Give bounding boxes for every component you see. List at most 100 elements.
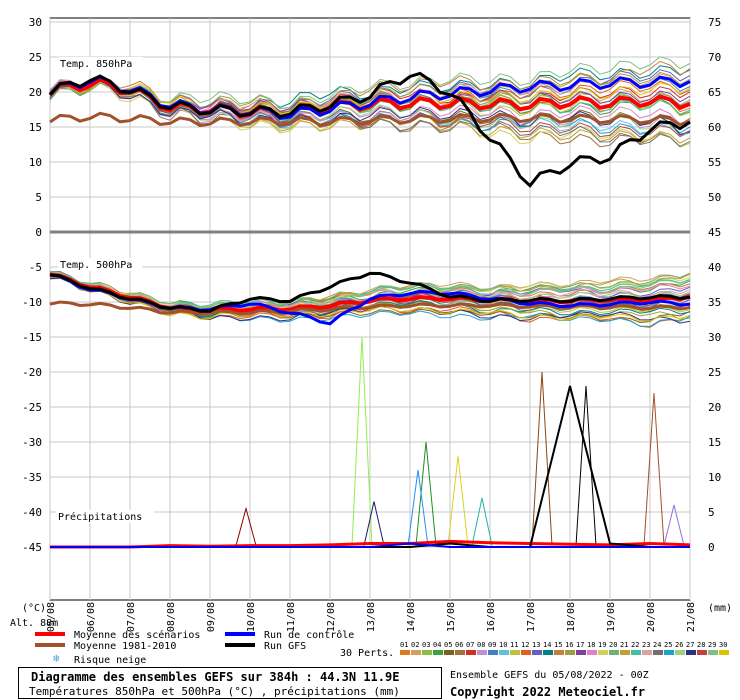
x-tick-label: 06/08: [86, 602, 97, 632]
footer-title: Diagramme des ensembles GEFS sur 384h : …: [31, 670, 400, 684]
pert-color-swatch: [554, 650, 564, 655]
y-tick-left-500: -5: [29, 261, 42, 274]
pert-number: 24: [653, 641, 661, 649]
x-tick-label: 05/08: [46, 602, 57, 632]
panel-label: Temp. 850hPa: [60, 59, 132, 70]
footer-subtitle: Températures 850hPa et 500hPa (°C) , pré…: [29, 685, 400, 698]
precip-perturbation-peak: [235, 506, 257, 546]
x-tick-label: 19/08: [606, 602, 617, 632]
panel-label-bg: [58, 258, 143, 271]
y-tick-left-500: -10: [22, 296, 42, 309]
y-tick-right-precip: 25: [708, 366, 721, 379]
precip-ensemble: [235, 336, 685, 546]
legend-label: Run GFS: [264, 641, 306, 652]
pert-number: 05: [444, 641, 452, 649]
pert-number: 06: [455, 641, 463, 649]
y-tick-right-850: 60: [708, 121, 721, 134]
y-tick-left-500: -25: [22, 401, 42, 414]
pert-color-swatch: [466, 650, 476, 655]
pert-color-swatch: [565, 650, 575, 655]
pert-color-swatch: [411, 650, 421, 655]
y2-unit-label: (mm): [708, 603, 732, 614]
y-tick-left-500: -45: [22, 541, 42, 554]
x-tick-label: 10/08: [246, 602, 257, 632]
t500-series-line: [49, 271, 691, 313]
pert-color-swatch: [455, 650, 465, 655]
y-tick-right-precip: 10: [708, 471, 721, 484]
pert-number: 23: [642, 641, 650, 649]
pert-number: 02: [411, 641, 419, 649]
pert-color-swatch: [642, 650, 652, 655]
pert-color-swatch: [576, 650, 586, 655]
pert-color-swatch: [719, 650, 729, 655]
pert-number: 09: [488, 641, 496, 649]
y-tick-right-850: 50: [708, 191, 721, 204]
y-tick-right-precip: 15: [708, 436, 721, 449]
pert-number: 17: [576, 641, 584, 649]
pert-number: 19: [598, 641, 606, 649]
pert-color-swatch: [444, 650, 454, 655]
pert-color-swatch: [587, 650, 597, 655]
altitude-label: Alt. 88m: [10, 618, 58, 629]
pert-number: 20: [609, 641, 617, 649]
precip-perturbation-peak: [363, 501, 385, 546]
pert-color-swatch: [686, 650, 696, 655]
precip-series-line: [50, 542, 690, 548]
precip-perturbation-peak: [407, 469, 429, 546]
pert-number: 13: [532, 641, 540, 649]
pert-color-swatch: [620, 650, 630, 655]
precip-perturbation-peak: [447, 455, 469, 546]
x-tick-label: 13/08: [366, 602, 377, 632]
y-tick-right-850: 45: [708, 226, 721, 239]
y-tick-left-850: 10: [29, 156, 42, 169]
y-tick-right-precip: 20: [708, 401, 721, 414]
pert-color-swatch: [631, 650, 641, 655]
y-tick-right-precip: 40: [708, 261, 721, 274]
x-tick-label: 08/08: [166, 602, 177, 632]
pert-color-swatch: [653, 650, 663, 655]
pert-color-swatch: [510, 650, 520, 655]
t850-perturbation-line: [49, 79, 691, 135]
t850-perturbation-line: [49, 80, 691, 148]
pert-number: 16: [565, 641, 573, 649]
legend-label: Moyenne 1981-2010: [74, 641, 176, 652]
y-tick-right-850: 75: [708, 16, 721, 29]
pert-number: 12: [521, 641, 529, 649]
pert-color-swatch: [521, 650, 531, 655]
pert-number: 03: [422, 641, 430, 649]
precip-perturbation-peak: [415, 441, 437, 546]
y-tick-left-500: -20: [22, 366, 42, 379]
pert-number: 26: [675, 641, 683, 649]
pert-number: 04: [433, 641, 441, 649]
precip-perturbation-peak: [575, 385, 597, 546]
pert-color-swatch: [477, 650, 487, 655]
pert-color-swatch: [598, 650, 608, 655]
pert-number: 07: [466, 641, 474, 649]
x-tick-label: 16/08: [486, 602, 497, 632]
t500-series-line: [49, 300, 691, 316]
precip-perturbation-peak: [643, 392, 665, 546]
footer-title-box: Diagramme des ensembles GEFS sur 384h : …: [18, 667, 442, 699]
t850-series-line: [48, 71, 691, 188]
pert-number: 01: [400, 641, 408, 649]
x-tick-label: 18/08: [566, 602, 577, 632]
y-tick-right-precip: 5: [708, 506, 715, 519]
y-tick-left-850: 20: [29, 86, 42, 99]
x-tick-label: 11/08: [286, 602, 297, 632]
pert-number: 14: [543, 641, 551, 649]
pert-color-swatch: [664, 650, 674, 655]
pert-number: 27: [686, 641, 694, 649]
panel-label: Précipitations: [58, 511, 142, 523]
y-tick-right-precip: 0: [708, 541, 715, 554]
precip-perturbation-peak: [351, 336, 373, 546]
pert-number: 10: [499, 641, 507, 649]
perts-label: 30 Perts.: [340, 648, 394, 659]
snow-icon: ❄: [53, 652, 60, 665]
footer-copyright: Copyright 2022 Meteociel.fr: [450, 685, 646, 699]
legend-snow-label: Risque neige: [74, 655, 146, 666]
pert-color-swatch: [697, 650, 707, 655]
t850-series-line: [49, 111, 691, 128]
legend-label: Moyenne des scénarios: [74, 629, 200, 641]
